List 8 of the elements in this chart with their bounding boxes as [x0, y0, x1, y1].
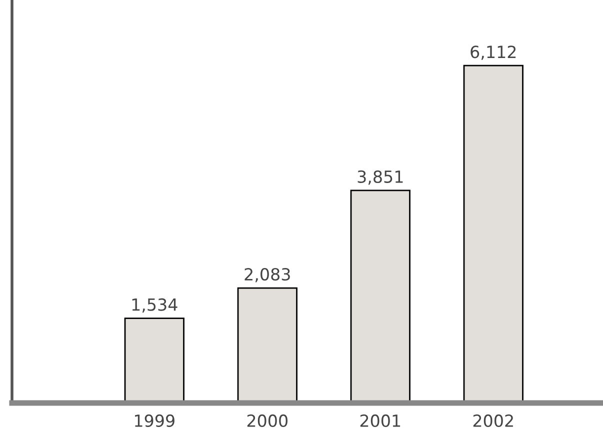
data-label: 2,083 [244, 268, 290, 282]
x-tick-label: 2002 [473, 414, 513, 428]
data-label: 6,112 [470, 46, 516, 60]
data-label: 3,851 [358, 170, 403, 185]
x-tick-label: 2001 [360, 414, 400, 428]
x-tick-label: 2000 [247, 414, 288, 428]
data-label: 1,534 [132, 298, 178, 313]
x-tick-label: 1999 [135, 414, 174, 428]
